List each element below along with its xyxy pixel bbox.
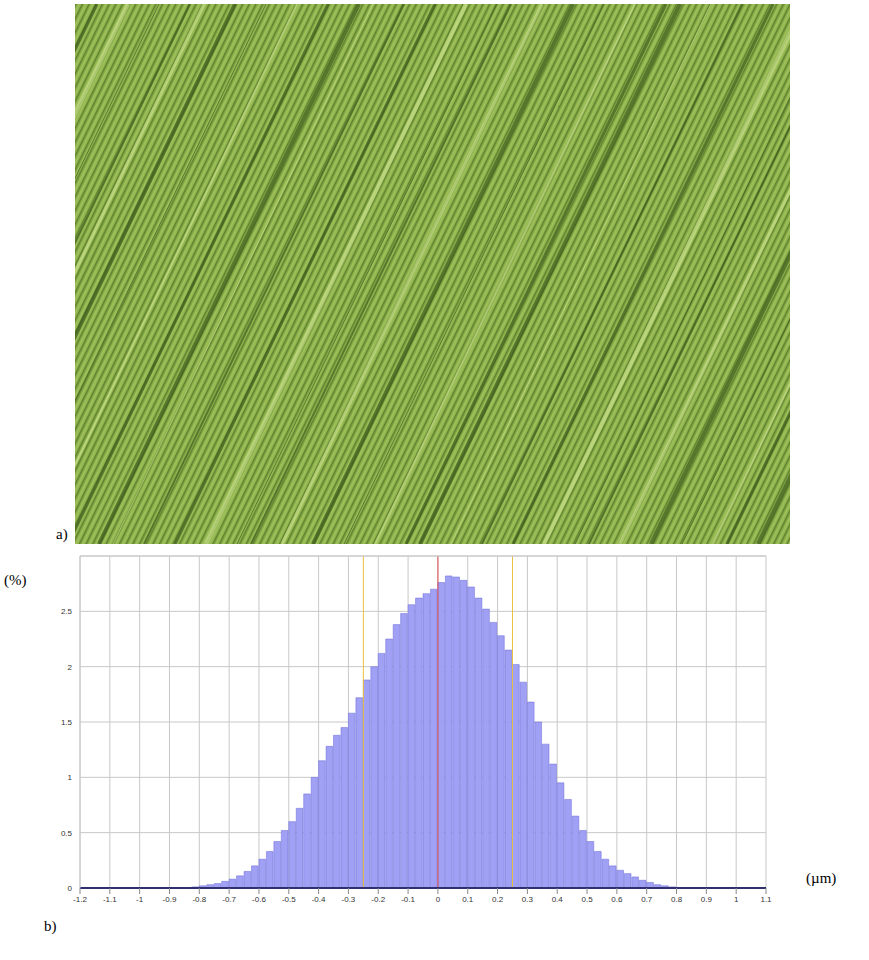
svg-text:0: 0 <box>436 895 441 904</box>
svg-text:-0.9: -0.9 <box>163 895 177 904</box>
svg-text:0.5: 0.5 <box>61 829 73 838</box>
svg-text:-0.3: -0.3 <box>342 895 356 904</box>
svg-text:-0.1: -0.1 <box>401 895 415 904</box>
svg-text:0.2: 0.2 <box>492 895 504 904</box>
svg-text:2: 2 <box>68 663 73 672</box>
svg-text:0.4: 0.4 <box>552 895 564 904</box>
svg-text:0.8: 0.8 <box>671 895 683 904</box>
svg-text:0.3: 0.3 <box>522 895 534 904</box>
svg-text:0.9: 0.9 <box>701 895 713 904</box>
svg-text:-1: -1 <box>136 895 144 904</box>
svg-text:-0.6: -0.6 <box>252 895 266 904</box>
svg-text:0: 0 <box>68 884 73 893</box>
svg-text:-0.4: -0.4 <box>312 895 326 904</box>
svg-text:0.7: 0.7 <box>641 895 653 904</box>
svg-text:1.1: 1.1 <box>760 895 772 904</box>
svg-text:-0.7: -0.7 <box>222 895 236 904</box>
svg-text:-0.5: -0.5 <box>282 895 296 904</box>
svg-text:1.5: 1.5 <box>61 718 73 727</box>
svg-text:1: 1 <box>68 773 73 782</box>
svg-text:0.6: 0.6 <box>611 895 623 904</box>
svg-text:2.5: 2.5 <box>61 607 73 616</box>
svg-text:-0.8: -0.8 <box>192 895 206 904</box>
svg-text:-1.2: -1.2 <box>73 895 87 904</box>
svg-text:-0.2: -0.2 <box>371 895 385 904</box>
html-text:(µm): (µm) <box>806 870 837 886</box>
svg-text:-1.1: -1.1 <box>103 895 117 904</box>
html-text:a): a) <box>56 526 68 542</box>
svg-text:1: 1 <box>734 895 739 904</box>
svg-text:0.1: 0.1 <box>462 895 474 904</box>
html-text:b): b) <box>44 918 57 934</box>
svg-text:0.5: 0.5 <box>581 895 593 904</box>
